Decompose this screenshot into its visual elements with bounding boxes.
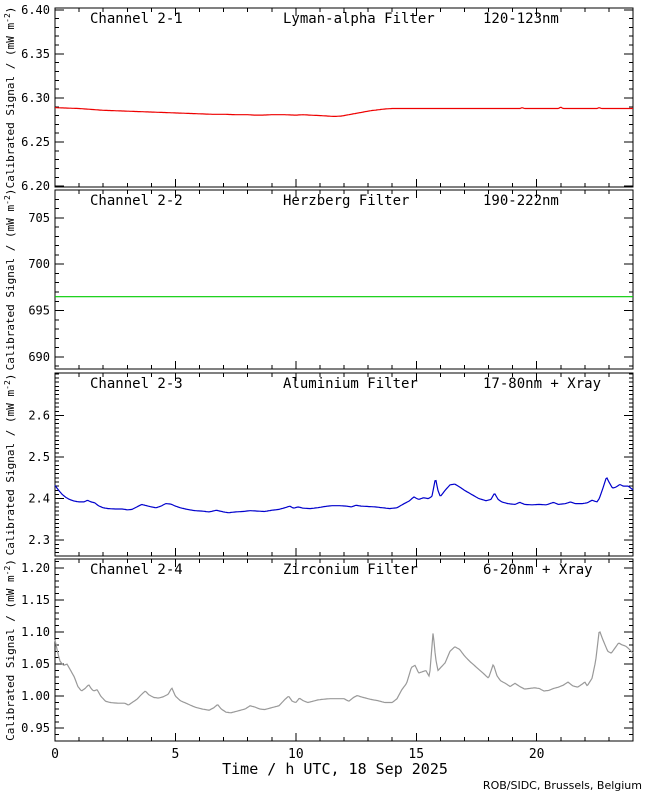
y-axis-label-close: ) bbox=[4, 7, 17, 14]
x-axis-title: Time / h UTC, 18 Sep 2025 bbox=[222, 760, 448, 778]
y-tick-label: 2.4 bbox=[28, 492, 50, 506]
y-axis-label: Calibrated Signal / (mW m-2) bbox=[3, 374, 17, 556]
y-axis-label-close: ) bbox=[4, 374, 17, 381]
series-line bbox=[54, 477, 634, 514]
y-tick-label: 6.20 bbox=[21, 179, 50, 193]
y-tick-label: 690 bbox=[28, 350, 50, 364]
y-axis-label: Calibrated Signal / (mW m-2) bbox=[3, 189, 17, 371]
y-axis-label-superscript: -2 bbox=[3, 566, 12, 576]
panel-channel-label: Channel 2-3 bbox=[90, 376, 183, 392]
y-tick-label: 1.10 bbox=[21, 625, 50, 639]
y-axis-label-superscript: -2 bbox=[3, 195, 12, 205]
y-tick-label: 695 bbox=[28, 304, 50, 318]
y-axis-label: Calibrated Signal / (mW m-2) bbox=[3, 7, 17, 189]
credit-text: ROB/SIDC, Brussels, Belgium bbox=[483, 779, 642, 792]
axes bbox=[54, 189, 634, 370]
panel-band-label: 190-222nm bbox=[483, 193, 559, 209]
y-tick-label: 1.15 bbox=[21, 593, 50, 607]
y-tick-label: 700 bbox=[28, 257, 50, 271]
panel-filter-label: Herzberg Filter bbox=[283, 193, 409, 209]
y-tick-label: 2.5 bbox=[28, 450, 50, 464]
y-axis-label: Calibrated Signal / (mW m-2) bbox=[3, 559, 17, 741]
y-axis-label-main: Calibrated Signal / (mW m bbox=[4, 204, 17, 370]
panel-channel-label: Channel 2-1 bbox=[90, 11, 183, 27]
panel-filter-label: Lyman-alpha Filter bbox=[283, 11, 435, 27]
y-tick-label: 1.05 bbox=[21, 657, 50, 671]
panel-band-label: 17-80nm + Xray bbox=[483, 376, 601, 392]
y-tick-label: 2.6 bbox=[28, 408, 50, 422]
y-tick-label: 1.00 bbox=[21, 689, 50, 703]
y-tick-label: 0.95 bbox=[21, 721, 50, 735]
panel-channel-2-3: 2.3 2.4 2.5 2.6 Channel 2-3 Aluminium Filter 1… bbox=[3, 372, 634, 557]
series-line bbox=[54, 631, 634, 714]
y-tick-label: 6.25 bbox=[21, 135, 50, 149]
y-axis-label-superscript: -2 bbox=[3, 380, 12, 390]
panel-band-label: 6-20nm + Xray bbox=[483, 562, 593, 578]
panel-channel-label: Channel 2-4 bbox=[90, 562, 183, 578]
axes bbox=[54, 372, 634, 557]
x-tick-label: 0 bbox=[51, 747, 59, 762]
panel-channel-2-4: 0.95 1.00 1.05 1.10 1.15 1.20 Channel 2-4 Zirco… bbox=[3, 558, 634, 742]
y-tick-label: 1.20 bbox=[21, 561, 50, 575]
y-axis-label-superscript: -2 bbox=[3, 13, 12, 23]
axes bbox=[54, 558, 634, 742]
axis-frame bbox=[54, 372, 634, 557]
series-line bbox=[54, 106, 633, 118]
axis-frame bbox=[54, 7, 634, 188]
x-tick-label: 10 bbox=[288, 747, 304, 762]
y-tick-label: 705 bbox=[28, 211, 50, 225]
y-axis-label-close: ) bbox=[4, 189, 17, 196]
y-axis-label-close: ) bbox=[4, 559, 17, 566]
x-tick-label: 5 bbox=[172, 747, 180, 762]
x-tick-label: 20 bbox=[529, 747, 545, 762]
panel-filter-label: Aluminium Filter bbox=[283, 376, 418, 392]
y-tick-label: 6.40 bbox=[21, 3, 50, 17]
y-tick-label: 2.3 bbox=[28, 533, 50, 547]
panel-filter-label: Zirconium Filter bbox=[283, 562, 418, 578]
panel-channel-2-1: 6.20 6.25 6.30 6.35 6.40 Channel 2-1 Lyman-alp… bbox=[3, 3, 634, 193]
y-axis-label-main: Calibrated Signal / (mW m bbox=[4, 575, 17, 741]
axis-frame bbox=[54, 558, 634, 742]
panel-channel-label: Channel 2-2 bbox=[90, 193, 183, 209]
panel-channel-2-2: 690 695 700 705 Channel 2-2 Herzberg Filter 19… bbox=[3, 189, 634, 371]
y-axis-label-main: Calibrated Signal / (mW m bbox=[4, 389, 17, 555]
panel-band-label: 120-123nm bbox=[483, 11, 559, 27]
axis-frame bbox=[54, 189, 634, 370]
x-tick-label: 15 bbox=[408, 747, 424, 762]
axes bbox=[54, 7, 634, 188]
panels-group: 6.20 6.25 6.30 6.35 6.40 Channel 2-1 Lyman-alp… bbox=[3, 3, 634, 762]
y-tick-label: 6.35 bbox=[21, 47, 50, 61]
y-axis-label-main: Calibrated Signal / (mW m bbox=[4, 22, 17, 188]
y-tick-label: 6.30 bbox=[21, 91, 50, 105]
